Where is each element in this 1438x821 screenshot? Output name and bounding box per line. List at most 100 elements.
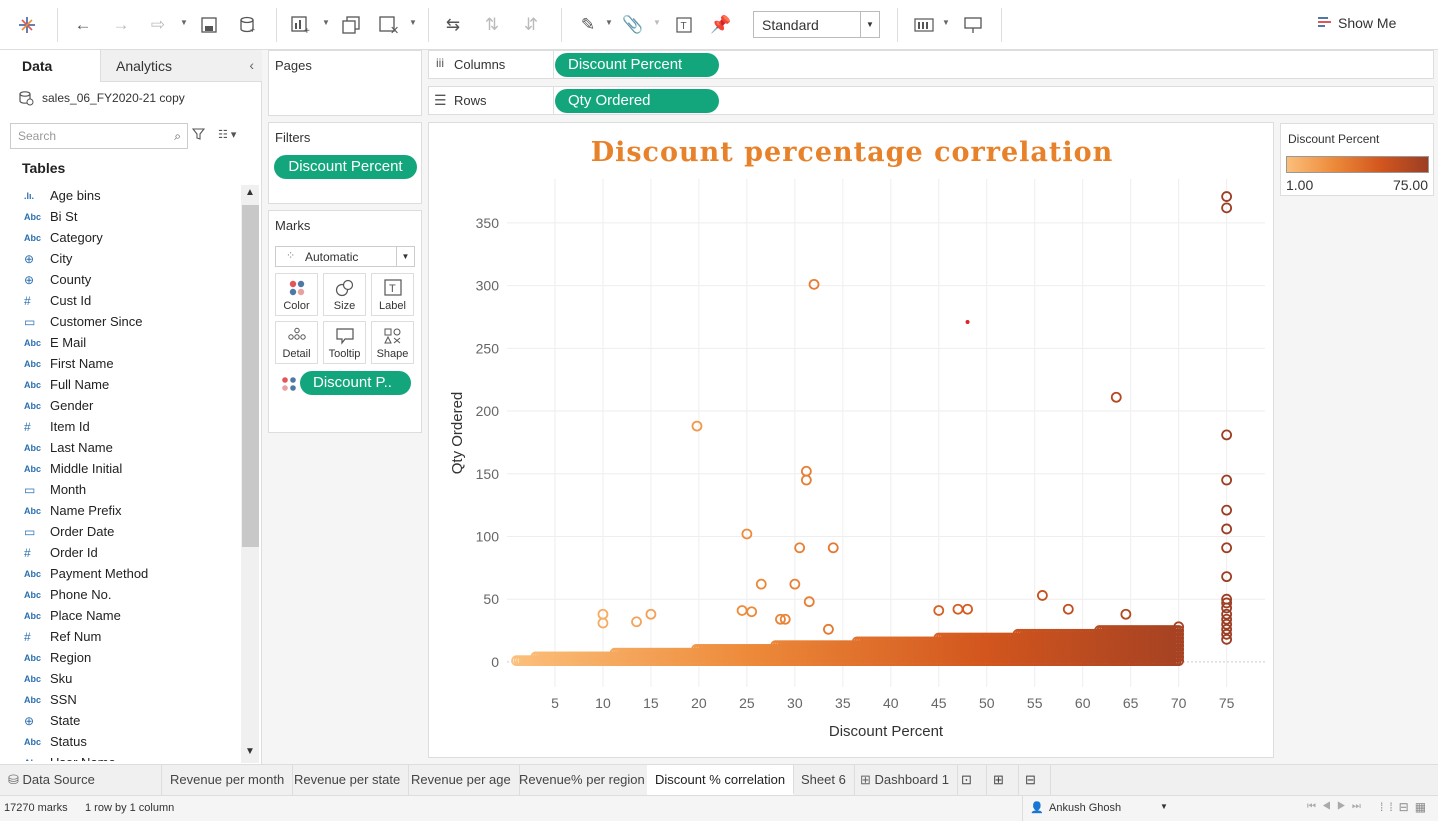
color-button[interactable]: Color xyxy=(275,273,318,316)
sheet-view-mode-icon[interactable]: ⁞⁞⊟▦ xyxy=(1380,800,1433,814)
new-worksheet-caret-icon[interactable]: ▼ xyxy=(322,18,330,27)
highlight-icon[interactable]: ✎ xyxy=(580,15,596,34)
tab-revenue-per-age[interactable]: Revenue per age xyxy=(403,765,520,795)
new-dashboard-tab-icon[interactable]: ⊞ xyxy=(987,765,1019,795)
tab-sheet-6[interactable]: Sheet 6 xyxy=(793,765,855,795)
tab-data-source[interactable]: ⛁ Data Source xyxy=(0,765,162,795)
field-item[interactable]: Abc Sku xyxy=(0,668,240,689)
tooltip-button[interactable]: Tooltip xyxy=(323,321,366,364)
group-caret-icon[interactable]: ▼ xyxy=(653,18,661,27)
swap-rows-columns-icon[interactable]: ⇆ xyxy=(445,15,461,34)
field-item[interactable]: AbcUser Name xyxy=(0,752,240,761)
scroll-down-icon[interactable]: ▼ xyxy=(245,746,255,757)
field-list-scrollbar[interactable]: ▲ ▼ xyxy=(241,185,259,763)
show-mark-labels-icon[interactable]: T xyxy=(672,13,696,37)
shape-button[interactable]: Shape xyxy=(371,321,414,364)
new-worksheet-tab-icon[interactable]: ⊡ xyxy=(955,765,987,795)
field-item[interactable]: Abc SSN xyxy=(0,689,240,710)
field-item[interactable]: Abc Last Name xyxy=(0,437,240,458)
pages-card[interactable]: Pages xyxy=(268,50,422,116)
show-cards-icon[interactable] xyxy=(912,13,936,37)
field-item[interactable]: Abc Region xyxy=(0,647,240,668)
view-data-icon[interactable]: ☷ ▾ xyxy=(218,129,237,141)
field-item[interactable]: # Order Id xyxy=(0,542,240,563)
scroll-up-icon[interactable]: ▲ xyxy=(245,187,255,198)
columns-pill-discount-percent[interactable]: Discount Percent xyxy=(555,53,719,77)
str-type-icon: Abc xyxy=(24,568,42,579)
color-label: Color xyxy=(283,300,310,312)
size-button[interactable]: Size xyxy=(323,273,366,316)
clear-caret-icon[interactable]: ▼ xyxy=(409,18,417,27)
save-icon[interactable] xyxy=(197,13,221,37)
sort-ascending-icon[interactable]: ⇅ xyxy=(484,15,500,34)
tab-data[interactable]: Data xyxy=(0,50,100,82)
show-me-button[interactable]: Show Me xyxy=(1318,15,1396,31)
field-item[interactable]: Abc Status xyxy=(0,731,240,752)
search-input[interactable]: Search ⌕ xyxy=(10,123,188,149)
field-item[interactable]: # Cust Id xyxy=(0,290,240,311)
field-item[interactable]: Abc Phone No. xyxy=(0,584,240,605)
pin-axes-icon[interactable]: 📌 xyxy=(710,15,732,34)
color-legend[interactable]: Discount Percent 1.00 75.00 xyxy=(1280,123,1434,196)
new-story-tab-icon[interactable]: ⊟ xyxy=(1019,765,1051,795)
presentation-mode-icon[interactable] xyxy=(961,13,985,37)
highlight-caret-icon[interactable]: ▼ xyxy=(605,18,613,27)
tableau-logo-icon[interactable] xyxy=(15,13,39,37)
field-item[interactable]: ⊕ City xyxy=(0,248,240,269)
filter-fields-icon[interactable] xyxy=(191,128,206,144)
redo-icon[interactable]: → xyxy=(112,15,130,34)
tab-revenue-pct-per-region[interactable]: Revenue% per region xyxy=(511,765,654,795)
rows-pill-qty-ordered[interactable]: Qty Ordered xyxy=(555,89,719,113)
field-item[interactable]: Abc Payment Method xyxy=(0,563,240,584)
scatter-point xyxy=(1221,633,1233,645)
replay-caret-icon[interactable]: ▼ xyxy=(180,18,188,27)
new-datasource-icon[interactable]: + xyxy=(236,13,260,37)
user-menu[interactable]: 👤 Ankush Ghosh ▼ xyxy=(1022,796,1176,821)
color-pill-discount-percent[interactable]: Discount P.. xyxy=(300,371,411,395)
field-item[interactable]: # Item Id xyxy=(0,416,240,437)
tab-revenue-per-state[interactable]: Revenue per state xyxy=(286,765,410,795)
group-members-icon[interactable]: 📎 xyxy=(622,15,644,34)
field-item[interactable]: Abc Middle Initial xyxy=(0,458,240,479)
tab-dashboard-1[interactable]: ⊞ Dashboard 1 xyxy=(852,765,958,795)
viz-area[interactable]: Discount percentage correlation 5 10 15 20 2… xyxy=(428,122,1274,758)
field-item[interactable]: # Ref Num xyxy=(0,626,240,647)
new-worksheet-icon[interactable]: + xyxy=(289,13,313,37)
field-item[interactable]: Abc Full Name xyxy=(0,374,240,395)
datasource-item[interactable]: sales_06_FY2020-21 copy xyxy=(18,90,185,106)
tab-revenue-per-month[interactable]: Revenue per month xyxy=(162,765,294,795)
field-item[interactable]: ▭ Customer Since xyxy=(0,311,240,332)
tab-analytics[interactable]: Analytics ‹ xyxy=(100,50,262,82)
scatter-plot[interactable]: 5 10 15 20 25 30 35 40 45 50 55 60 65 70 75 0 50 100 150 20… xyxy=(429,123,1275,759)
detail-button[interactable]: Detail xyxy=(275,321,318,364)
scrollbar-thumb[interactable] xyxy=(242,205,259,547)
field-item[interactable]: ⊕ State xyxy=(0,710,240,731)
field-item[interactable]: Abc Bi St xyxy=(0,206,240,227)
field-item[interactable]: Abc Name Prefix xyxy=(0,500,240,521)
tab-discount-correlation[interactable]: Discount % correlation xyxy=(647,765,795,795)
field-item[interactable]: Abc Category xyxy=(0,227,240,248)
field-item[interactable]: .lı. Age bins xyxy=(0,185,240,206)
sheet-navigation-icon[interactable]: ⏮◀▶⏭ xyxy=(1307,801,1367,812)
collapse-pane-icon[interactable]: ‹ xyxy=(249,57,254,73)
sort-descending-icon[interactable]: ⇵ xyxy=(523,15,539,34)
filter-pill-discount-percent[interactable]: Discount Percent xyxy=(274,155,417,179)
duplicate-sheet-icon[interactable] xyxy=(339,13,363,37)
scatter-point xyxy=(1173,628,1185,640)
field-item[interactable]: Abc Place Name xyxy=(0,605,240,626)
show-cards-caret-icon[interactable]: ▼ xyxy=(942,18,950,27)
clear-sheet-icon[interactable]: ✕ xyxy=(377,13,401,37)
field-item[interactable]: Abc First Name xyxy=(0,353,240,374)
undo-icon[interactable]: ← xyxy=(74,15,92,34)
field-item[interactable]: Abc Gender xyxy=(0,395,240,416)
field-item[interactable]: ▭ Order Date xyxy=(0,521,240,542)
filters-card[interactable]: Filters Discount Percent xyxy=(268,122,422,204)
field-item[interactable]: ▭ Month xyxy=(0,479,240,500)
field-item[interactable]: ⊕ County xyxy=(0,269,240,290)
date-type-icon: ▭ xyxy=(24,482,36,497)
field-item[interactable]: Abc E Mail xyxy=(0,332,240,353)
label-button[interactable]: T Label xyxy=(371,273,414,316)
replay-icon[interactable]: ⇨ xyxy=(150,15,166,34)
mark-type-dropdown[interactable]: ⁘ Automatic ▼ xyxy=(275,246,415,267)
fit-dropdown[interactable]: Standard ▼ xyxy=(753,11,880,38)
